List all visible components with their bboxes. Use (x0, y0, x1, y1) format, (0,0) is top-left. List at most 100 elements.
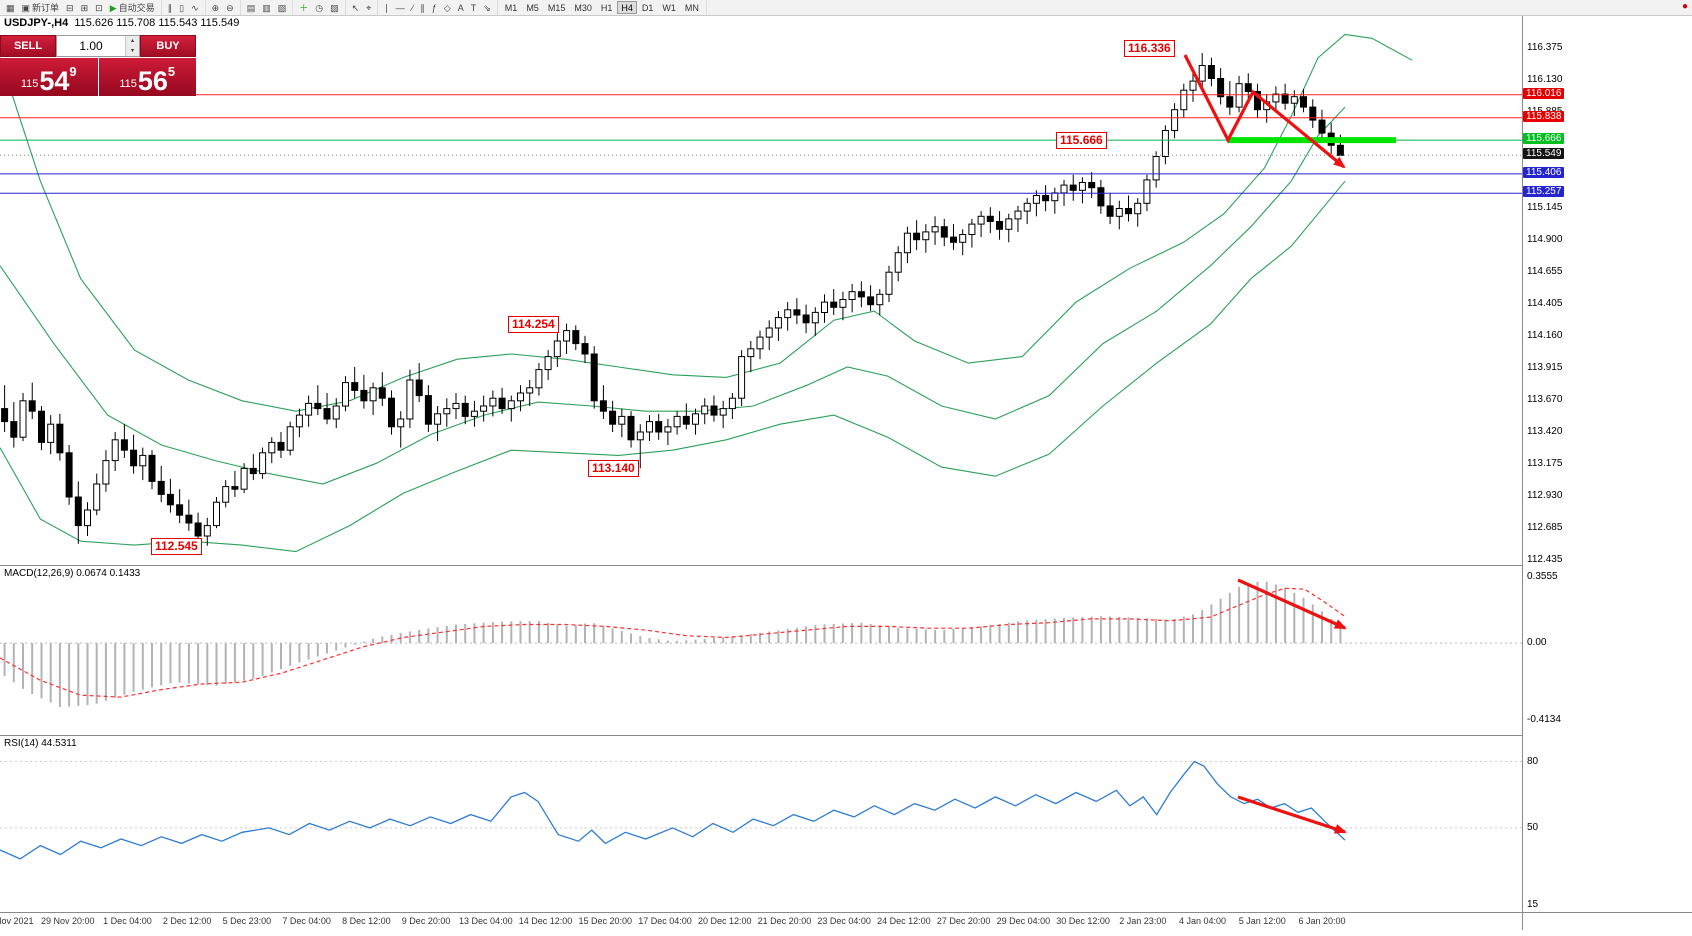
arrows-icon[interactable]: ⇘ (480, 1, 494, 14)
ask-big-digits: 56 (137, 65, 168, 96)
candles-group (1, 53, 1344, 546)
volume-input[interactable] (57, 36, 125, 56)
sell-button[interactable]: SELL (0, 35, 56, 57)
time-axis-label: 14 Dec 12:00 (518, 916, 573, 926)
text-icon[interactable]: A (455, 1, 467, 14)
cascade-windows-icon[interactable]: ▥ (259, 1, 274, 14)
price-marker-label: 115.666 (1523, 133, 1565, 145)
auto-arrange-icon[interactable]: ▧ (275, 1, 290, 14)
timeframe-mn-button[interactable]: MN (681, 1, 703, 14)
price-axis-label: 114.900 (1527, 233, 1563, 245)
timeframe-m30-button[interactable]: M30 (570, 1, 596, 14)
add-indicator-icon[interactable]: ＋ (296, 1, 311, 14)
zoom-out-icon[interactable]: ⊖ (223, 1, 237, 14)
time-axis-separator (0, 912, 1692, 913)
template-icon[interactable]: ▨ (327, 1, 342, 14)
navigator-icon[interactable]: ⊡ (92, 1, 106, 14)
time-axis-label: 1 Dec 04:00 (103, 916, 152, 926)
cursor-icon[interactable]: ↖ (349, 1, 363, 14)
price-annotation[interactable]: 116.336 (1124, 40, 1175, 57)
zoom-in-icon[interactable]: ⊕ (209, 1, 223, 14)
alert-icon[interactable]: ● (1681, 1, 1688, 12)
shapes-icon[interactable]: ◇ (441, 1, 454, 14)
macd-label: MACD(12,26,9) 0.0674 0.1433 (4, 568, 141, 579)
price-axis-label: 112.930 (1527, 489, 1563, 501)
price-marker-label: 115.549 (1523, 148, 1565, 160)
toolbar-group-windows: ▤ ▥ ▧ (241, 0, 294, 15)
ask-price-display[interactable]: 115 56 5 (98, 58, 196, 96)
rsi-axis-label: 15 (1527, 899, 1539, 911)
price-marker-label: 116.016 (1523, 87, 1565, 99)
new-order-button[interactable]: ▣ 新订单 (19, 1, 63, 14)
macd-signal-line (0, 587, 1346, 698)
horizontal-line-icon[interactable]: — (393, 1, 408, 14)
chart-ohlc-header: USDJPY-,H4 115.626 115.708 115.543 115.5… (4, 17, 239, 29)
rsi-indicator-canvas[interactable] (0, 735, 1692, 912)
macd-indicator-canvas[interactable] (0, 565, 1692, 735)
price-annotation[interactable]: 115.666 (1056, 132, 1107, 149)
macd-axis-label: 0.00 (1527, 637, 1547, 649)
macd-panel-separator[interactable] (0, 565, 1522, 566)
line-chart-icon[interactable]: ∿ (188, 1, 202, 14)
volume-increase-button[interactable]: ▴ (126, 36, 139, 46)
volume-decrease-button[interactable]: ▾ (126, 46, 139, 56)
tile-windows-icon[interactable]: ▤ (244, 1, 259, 14)
rsi-line (0, 760, 1346, 860)
timeframe-m1-button[interactable]: M1 (501, 1, 522, 14)
time-axis-label: 27 Dec 20:00 (936, 916, 991, 926)
price-axis-label: 112.685 (1527, 521, 1563, 533)
toolbar-group-tools: ＋ ◷ ▨ (293, 0, 346, 15)
chart-window-icon[interactable]: ▦ (3, 1, 18, 14)
timeframe-d1-button[interactable]: D1 (638, 1, 658, 14)
price-annotation[interactable]: 114.254 (508, 316, 559, 333)
time-axis-label: 2 Jan 23:00 (1119, 916, 1167, 926)
macd-histogram (3, 581, 1342, 707)
toolbar-group-timeframes: M1 M5 M15 M30 H1 H4 D1 W1 MN (498, 0, 707, 15)
trend-arrow[interactable] (1237, 578, 1347, 630)
bid-big-digits: 54 (39, 65, 70, 96)
time-axis-label: 29 Nov 20:00 (40, 916, 95, 926)
period-icon[interactable]: ◷ (312, 1, 326, 14)
price-annotation[interactable]: 113.140 (588, 460, 639, 477)
candlestick-icon[interactable]: ▯ (176, 1, 187, 14)
main-chart-canvas[interactable] (0, 15, 1692, 565)
autotrading-button[interactable]: ▶ 自动交易 (107, 1, 158, 14)
crosshair-icon[interactable]: ⌖ (363, 1, 374, 14)
timeframe-m5-button[interactable]: M5 (522, 1, 543, 14)
price-marker-label: 115.257 (1523, 186, 1565, 198)
price-axis-label: 114.405 (1527, 298, 1563, 309)
price-axis-label: 116.375 (1527, 42, 1563, 53)
bid-price-display[interactable]: 115 54 9 (0, 58, 98, 96)
price-axis[interactable] (1522, 15, 1523, 930)
timeframe-h4-button[interactable]: H4 (617, 1, 637, 14)
trendline-icon[interactable]: ∕ (409, 1, 417, 14)
rsi-label: RSI(14) 44.5311 (4, 738, 77, 749)
market-watch-icon[interactable]: ⊟ (63, 1, 77, 14)
price-axis-label: 114.160 (1527, 329, 1563, 341)
price-annotation[interactable]: 112.545 (151, 538, 202, 555)
data-window-icon[interactable]: ⊞ (78, 1, 92, 14)
fibonacci-icon[interactable]: ƒ (429, 1, 440, 14)
time-axis-label: 17 Dec 04:00 (638, 916, 692, 926)
timeframe-h1-button[interactable]: H1 (597, 1, 617, 14)
low-value: 115.543 (158, 17, 198, 29)
time-axis-label: 15 Dec 20:00 (578, 916, 633, 926)
time-axis-label: 8 Dec 12:00 (342, 916, 391, 926)
equidistant-channel-icon[interactable]: ∥ (417, 1, 428, 14)
price-axis-label: 113.670 (1527, 393, 1563, 405)
time-axis-label: 29 Dec 04:00 (996, 916, 1051, 926)
timeframe-m15-button[interactable]: M15 (544, 1, 570, 14)
time-axis-label: 2 Dec 12:00 (162, 916, 212, 926)
buy-button[interactable]: BUY (140, 35, 196, 57)
rsi-panel-separator[interactable] (0, 735, 1522, 736)
toolbar: ▦ ▣ 新订单 ⊟ ⊞ ⊡ ▶ 自动交易 ∥ ▯ ∿ ⊕ ⊖ ▤ ▥ ▧ ＋ ◷ ▨ ↖ ⌖ ∣ — ∕ ∥ ƒ ◇ A T ⇘ M1 M5 M… (0, 0, 1692, 16)
ask-prefix: 115 (119, 78, 137, 90)
timeframe-w1-button[interactable]: W1 (658, 1, 680, 14)
trend-arrow[interactable] (1237, 795, 1347, 834)
ohlc-bars-icon[interactable]: ∥ (165, 1, 176, 14)
text-label-icon[interactable]: T (468, 1, 480, 14)
trend-arrow[interactable] (1183, 54, 1346, 169)
price-axis-label: 113.420 (1527, 426, 1563, 437)
vertical-line-icon[interactable]: ∣ (381, 1, 392, 14)
